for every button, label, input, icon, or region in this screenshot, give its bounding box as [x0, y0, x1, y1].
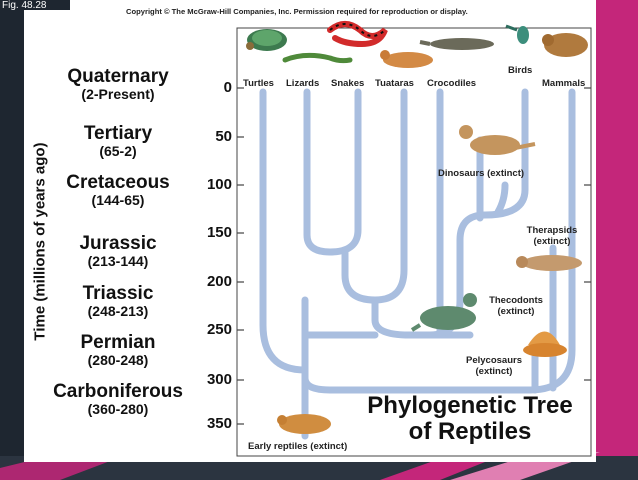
branch-birds-stem [481, 88, 529, 219]
clade-label-line: (extinct) [475, 366, 513, 377]
mammal-icon [542, 33, 588, 57]
era-jurassic: Jurassic (213-144) [48, 234, 188, 269]
tick-label: 350 [206, 415, 232, 432]
era-name: Tertiary [83, 123, 153, 144]
clade-label-therapsids: Therapsids (extinct) [520, 225, 584, 247]
tick-label: 150 [206, 224, 232, 241]
era-range: (280-248) [87, 351, 149, 368]
clade-label-crocodiles: Crocodiles [427, 78, 477, 89]
y-axis-title: Time (millions of years ago) [31, 142, 49, 341]
clade-label-line: (extinct) [533, 236, 571, 247]
diagram-title-line: of Reptiles [408, 418, 532, 446]
branch-lepidosaurs [341, 88, 408, 304]
branch-lizards [303, 88, 362, 256]
clade-label-line: Therapsids [526, 225, 578, 236]
era-range: (144-65) [91, 191, 145, 208]
era-range: (65-2) [99, 142, 137, 159]
branch-reptile-join [301, 331, 379, 374]
era-triassic: Triassic (248-213) [48, 284, 188, 319]
tick-label: 0 [223, 79, 232, 96]
era-name: Carboniferous [53, 381, 183, 402]
era-quaternary: Quaternary (2-Present) [48, 67, 188, 102]
clade-label-line: Pelycosaurs [466, 355, 522, 366]
snake-icon [327, 21, 388, 48]
era-name: Triassic [82, 283, 154, 304]
era-cretaceous: Cretaceous (144-65) [48, 173, 188, 208]
copyright-notice: Copyright © The McGraw-Hill Companies, I… [126, 7, 468, 16]
era-range: (213-144) [87, 252, 149, 269]
turtle-icon [246, 29, 287, 51]
era-tertiary: Tertiary (65-2) [48, 124, 188, 159]
crocodile-icon [419, 38, 494, 50]
era-range: (2-Present) [81, 85, 155, 102]
lizard-icon [282, 52, 353, 64]
clade-label-dinosaurs: Dinosaurs (extinct) [438, 168, 525, 179]
tree-branches [259, 88, 576, 440]
era-name: Permian [80, 332, 156, 353]
tick-label: 200 [206, 273, 232, 290]
branch-synapsids [301, 88, 576, 394]
clade-label-line: (extinct) [497, 306, 535, 317]
tick-label: 100 [206, 176, 232, 193]
clade-label-line: Thecodonts [489, 295, 543, 306]
clade-label-lizards: Lizards [286, 78, 320, 89]
era-name: Cretaceous [66, 172, 170, 193]
tick-label: 300 [206, 371, 232, 388]
clade-label-pelycosaurs: Pelycosaurs (extinct) [455, 355, 533, 377]
branch-archosaurs [426, 211, 489, 339]
thecodont-icon [410, 293, 477, 332]
clade-label-turtles: Turtles [243, 78, 274, 89]
branch-dino-join [494, 181, 509, 216]
figure-label: Fig. 48.28 [2, 0, 47, 11]
clade-label-tuataras: Tuataras [375, 78, 414, 89]
branch-diapsids [371, 296, 474, 339]
pelycosaur-icon [523, 331, 567, 357]
clade-label-mammals: Mammals [542, 78, 586, 89]
clade-label-early-reptiles: Early reptiles (extinct) [248, 441, 348, 452]
era-name: Jurassic [79, 233, 157, 254]
early-reptile-icon [277, 414, 331, 434]
clade-label-birds: Birds [508, 65, 533, 76]
era-range: (248-213) [87, 302, 149, 319]
diagram-title-line: Phylogenetic Tree [367, 392, 573, 419]
plot-frame [236, 27, 592, 457]
clade-label-snakes: Snakes [331, 78, 365, 89]
tick-label: 250 [206, 321, 232, 338]
diagram-title: Phylogenetic Tree of Reptiles [340, 392, 600, 446]
hummingbird-icon [505, 24, 529, 44]
tick-label: 50 [215, 128, 232, 145]
era-range: (360-280) [87, 400, 149, 417]
era-permian: Permian (280-248) [48, 333, 188, 368]
therapsid-icon [516, 255, 582, 271]
tuatara-icon [380, 50, 433, 68]
clade-label-thecodonts: Thecodonts (extinct) [482, 295, 550, 317]
era-carboniferous: Carboniferous (360-280) [40, 382, 196, 417]
dinosaur-icon [459, 125, 536, 155]
branch-turtles [259, 88, 309, 374]
axis-ticks [237, 87, 591, 425]
era-name: Quaternary [67, 66, 169, 87]
